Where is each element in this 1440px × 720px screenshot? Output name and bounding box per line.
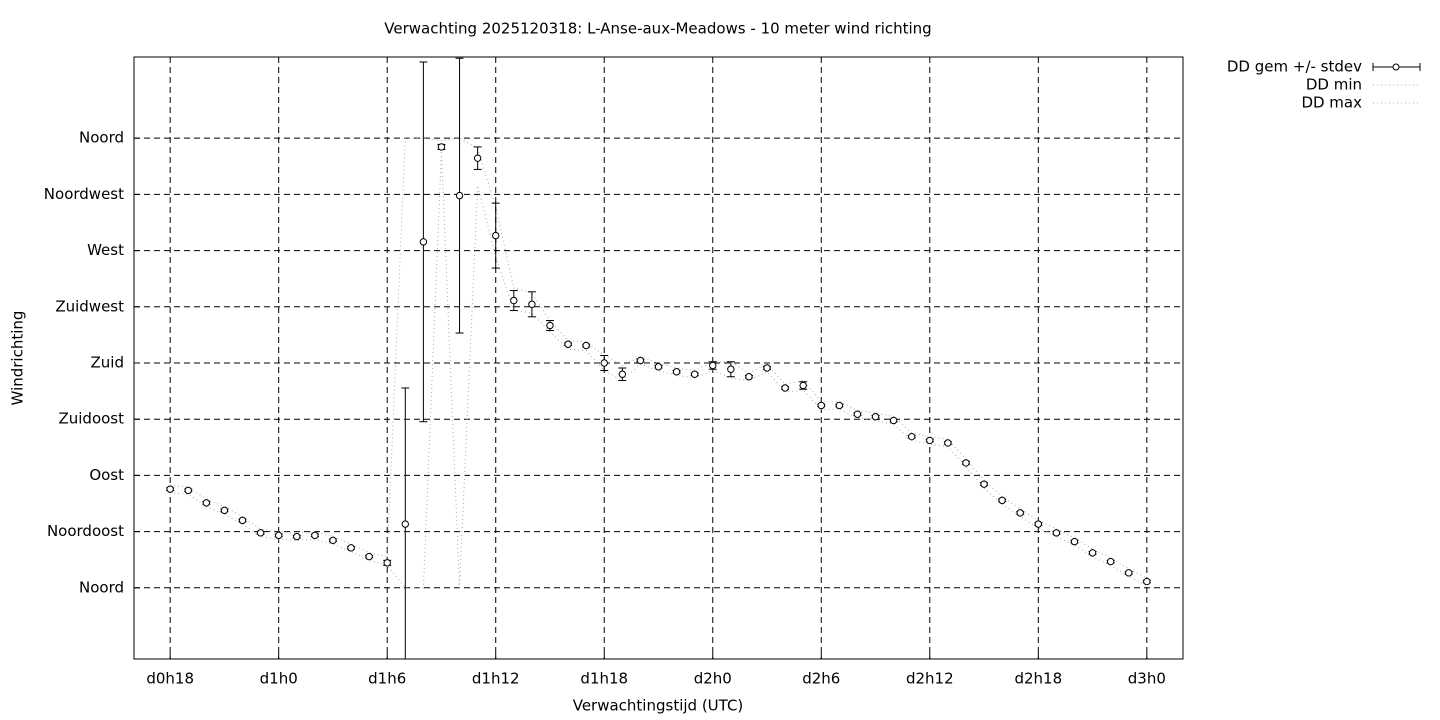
x-tick-label: d1h18 — [580, 670, 628, 688]
mean-point — [238, 516, 247, 525]
mean-point — [220, 506, 229, 515]
mean-point — [998, 496, 1006, 505]
mean-point — [582, 341, 590, 350]
mean-point — [166, 485, 174, 493]
mean-point — [962, 459, 970, 467]
legend-label: DD min — [1306, 76, 1362, 94]
mean-point — [437, 143, 446, 151]
y-tick-label: Zuid — [91, 353, 124, 371]
mean-point — [347, 544, 355, 552]
mean-point — [672, 368, 681, 376]
mean-point — [1106, 557, 1115, 566]
mean-point — [473, 154, 482, 162]
x-tick-label: d2h12 — [906, 670, 954, 688]
mean-point — [256, 529, 265, 537]
mean-point — [944, 439, 952, 447]
mean-point — [980, 480, 988, 488]
mean-point — [383, 559, 391, 567]
mean-point — [1125, 569, 1133, 577]
mean-point — [1016, 509, 1024, 517]
x-tick-label: d3h0 — [1128, 670, 1166, 688]
mean-point — [1052, 529, 1061, 537]
mean-point — [835, 401, 844, 410]
y-tick-label: Noordoost — [47, 522, 124, 540]
x-tick-label: d1h6 — [368, 670, 406, 688]
mean-point — [401, 520, 409, 528]
mean-point — [184, 486, 192, 495]
mean-point — [274, 531, 283, 540]
mean-point — [654, 363, 663, 371]
mean-point — [546, 321, 554, 330]
x-tick-label: d1h0 — [260, 670, 298, 688]
legend-label: DD max — [1301, 94, 1362, 112]
legend-swatch — [1392, 63, 1400, 71]
mean-point — [799, 381, 807, 390]
mean-point — [926, 436, 934, 445]
mean-point — [636, 356, 645, 365]
y-tick-label: West — [87, 241, 124, 259]
mean-point — [817, 401, 825, 410]
mean-point — [889, 416, 898, 425]
chart-title: Verwachting 2025120318: L-Anse-aux-Meado… — [384, 20, 931, 38]
plot-frame — [133, 56, 1184, 660]
y-axis-label: Windrichting — [9, 311, 27, 406]
mean-point — [690, 370, 699, 378]
mean-point — [1070, 537, 1079, 546]
x-tick-label: d2h18 — [1014, 670, 1062, 688]
mean-point — [1088, 549, 1097, 557]
mean-point — [293, 532, 301, 541]
mean-point — [492, 231, 500, 240]
mean-point — [365, 552, 373, 561]
y-tick-label: Zuidoost — [58, 410, 124, 428]
mean-point — [763, 364, 771, 372]
x-tick-label: d1h12 — [472, 670, 520, 688]
mean-point — [618, 370, 627, 378]
mean-point — [311, 531, 319, 540]
mean-point — [709, 361, 717, 370]
mean-point — [564, 340, 572, 348]
mean-point — [1034, 520, 1043, 528]
x-axis-label: Verwachtingstijd (UTC) — [573, 697, 744, 715]
mean-point — [853, 410, 862, 418]
range-line — [170, 137, 1148, 579]
y-tick-label: Noordwest — [44, 185, 124, 203]
mean-point — [871, 413, 880, 421]
mean-point — [745, 373, 753, 381]
mean-point — [727, 365, 735, 373]
y-tick-label: Noord — [79, 129, 124, 147]
mean-point — [329, 536, 337, 545]
mean-point — [908, 432, 916, 441]
mean-point — [781, 384, 789, 392]
mean-point — [419, 238, 428, 246]
mean-point — [600, 359, 608, 367]
mean-point — [455, 191, 464, 200]
x-tick-label: d2h6 — [802, 670, 840, 688]
mean-point — [528, 300, 536, 308]
mean-point — [202, 499, 211, 507]
x-tick-label: d0h18 — [146, 670, 194, 688]
y-tick-label: Oost — [89, 466, 124, 484]
mean-point — [510, 296, 518, 305]
y-tick-label: Zuidwest — [55, 297, 124, 315]
y-tick-label: Noord — [79, 578, 124, 596]
legend-label: DD gem +/- stdev — [1227, 58, 1362, 76]
x-tick-label: d2h0 — [694, 670, 732, 688]
mean-point — [1143, 577, 1151, 586]
